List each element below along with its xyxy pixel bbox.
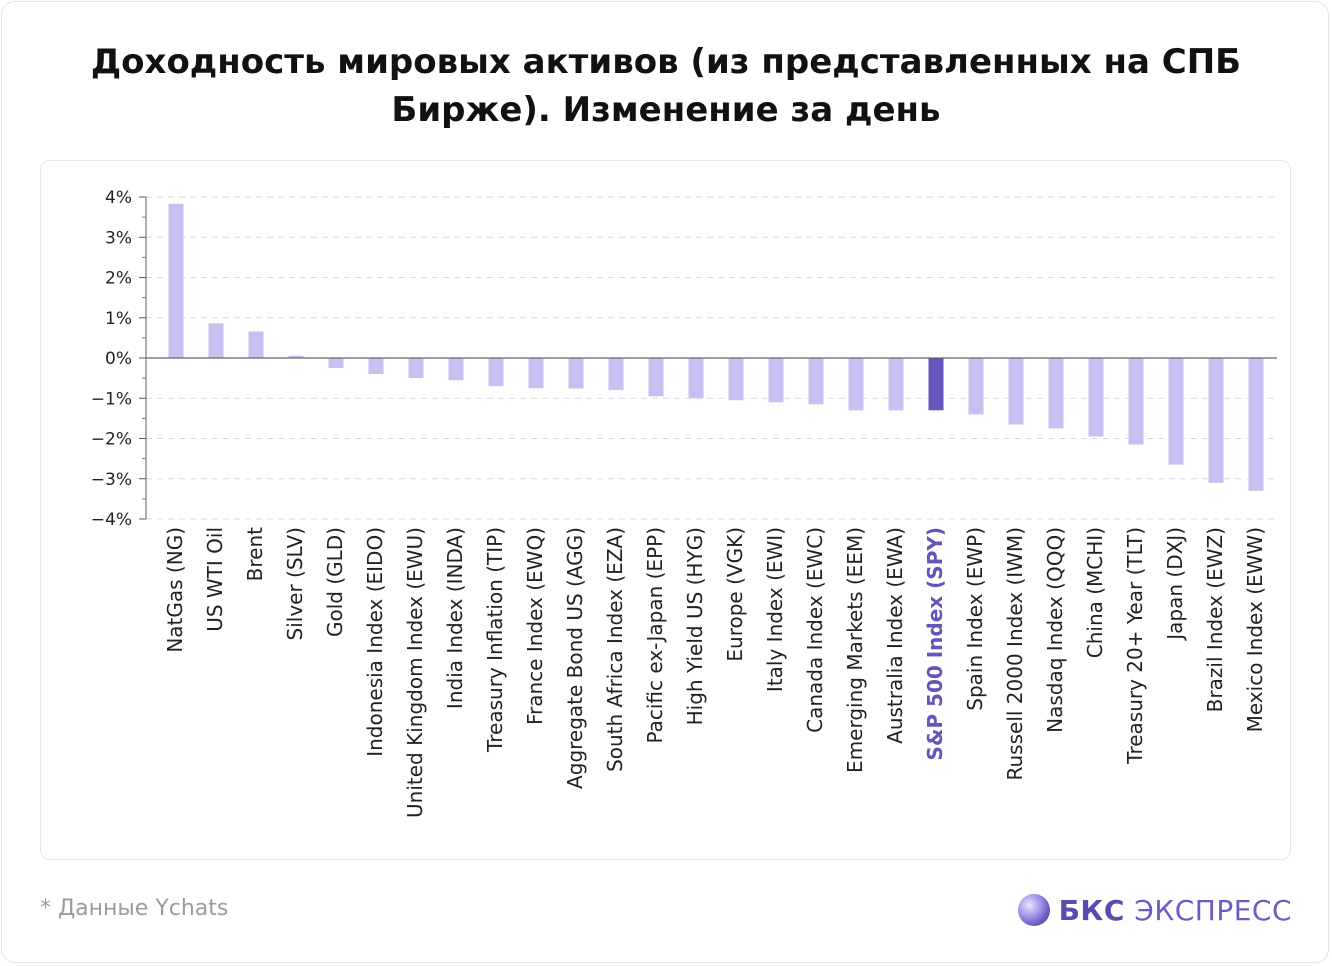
y-tick-label: 3% [105, 228, 132, 248]
chart-title: Доходность мировых активов (из представл… [90, 42, 1242, 130]
x-tick-label: India Index (INDA) [443, 527, 467, 709]
bar [648, 358, 664, 397]
brand-sphere-icon [1017, 894, 1050, 926]
chart-panel: 4% 3% 2% 1% 0% −1% −2% −3% −4% NatGas (NG) US WTI … [40, 160, 1291, 860]
bar [368, 358, 384, 375]
brand-name-light: ЭКСПРЕСС [1134, 893, 1292, 927]
x-tick-label: Canada Index (EWC) [803, 527, 827, 733]
y-tick-label: 0% [105, 349, 132, 369]
y-tick-label: −3% [91, 470, 132, 490]
x-tick-label: China (MCHI) [1083, 527, 1107, 658]
bar [208, 323, 224, 358]
bar-chart: 4% 3% 2% 1% 0% −1% −2% −3% −4% NatGas (NG) US WTI … [91, 188, 1277, 818]
brand-name-bold: БКС [1058, 893, 1125, 927]
x-tick-label: Emerging Markets (EEM) [843, 527, 867, 773]
y-tick-label: 1% [105, 309, 132, 329]
x-tick-label: United Kingdom Index (EWU) [403, 527, 427, 818]
bar [888, 358, 904, 411]
bar [448, 358, 464, 381]
bar [488, 358, 504, 387]
x-tick-label: Brent [243, 527, 267, 581]
x-tick-label: High Yield US (HYG) [683, 527, 707, 725]
x-tick-label: Italy Index (EWI) [763, 527, 787, 692]
x-tick-label: Spain Index (EWP) [963, 527, 987, 711]
x-tick-label: South Africa Index (EZA) [603, 527, 627, 772]
x-tick-label: US WTI Oil [203, 527, 227, 632]
bar [408, 358, 424, 379]
x-tick-label: Treasury 20+ Year (TLT) [1123, 527, 1147, 765]
footnote: * Данные Ychats [40, 896, 229, 921]
bar [768, 358, 784, 403]
y-tick-label: 2% [105, 269, 132, 289]
x-tick-label: Australia Index (EWA) [883, 527, 907, 744]
bar [1088, 358, 1104, 437]
bar [168, 203, 184, 358]
bar [1048, 358, 1064, 429]
bar [1208, 358, 1224, 483]
bar [808, 358, 824, 405]
x-tick-label: Russell 2000 Index (IWM) [1003, 527, 1027, 781]
x-tick-label: Brazil Index (EWZ) [1203, 527, 1227, 712]
bar [568, 358, 584, 389]
bar [1168, 358, 1184, 465]
y-tick-label: −2% [91, 430, 132, 450]
x-tick-label: Gold (GLD) [323, 527, 347, 637]
x-tick-label: Japan (DXJ) [1163, 527, 1187, 642]
x-tick-label: Pacific ex-Japan (EPP) [643, 527, 667, 744]
x-tick-label: Treasury Inflation (TIP) [483, 527, 507, 753]
bar [528, 358, 544, 389]
x-tick-label: Mexico Index (EWW) [1243, 527, 1267, 732]
y-tick-label: −1% [91, 389, 132, 409]
x-tick-label: Silver (SLV) [283, 527, 307, 640]
x-tick-label: France Index (EWQ) [523, 527, 547, 725]
x-tick-label: NatGas (NG) [163, 527, 187, 653]
bar [1248, 358, 1264, 491]
x-tick-label: S&P 500 Index (SPY) [923, 527, 947, 760]
x-tick-label: Europe (VGK) [723, 527, 747, 662]
bar [248, 331, 264, 358]
bar [288, 355, 304, 358]
bar [1008, 358, 1024, 425]
bar [728, 358, 744, 401]
bar [848, 358, 864, 411]
bar [1128, 358, 1144, 445]
bar [688, 358, 704, 399]
y-tick-label: −4% [91, 510, 132, 530]
bar [608, 358, 624, 391]
y-tick-label: 4% [105, 188, 132, 208]
x-tick-label: Nasdaq Index (QQQ) [1043, 527, 1067, 733]
x-tick-label: Aggregate Bond US (AGG) [563, 527, 587, 789]
bar [328, 358, 344, 369]
brand-logo: БКС ЭКСПРЕСС [1017, 892, 1292, 928]
bar [928, 358, 944, 411]
bar [968, 358, 984, 415]
x-tick-label: Indonesia Index (EIDO) [363, 527, 387, 757]
